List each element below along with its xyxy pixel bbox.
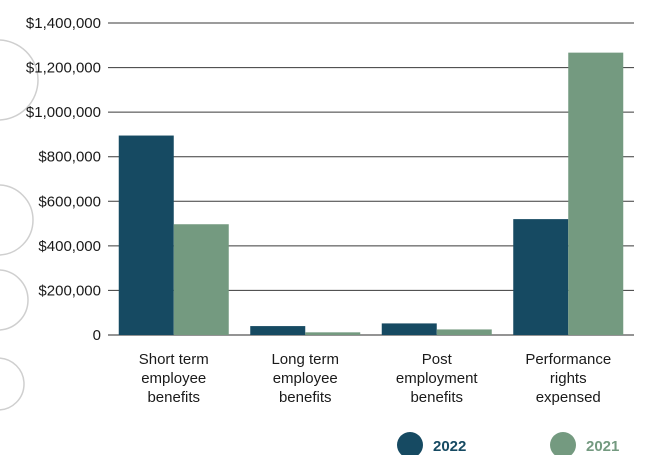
category-label: Post employment benefits [396, 351, 479, 406]
x-axis-category-labels: Short term employee benefits Long term emplo… [139, 351, 611, 406]
y-tick-label: $600,000 [38, 193, 101, 210]
bar-2021-3 [568, 52, 624, 335]
bar-2021-0 [173, 224, 229, 335]
y-tick-label: $1,000,000 [26, 104, 101, 121]
legend-label-2022: 2022 [433, 438, 466, 455]
y-tick-label: $200,000 [38, 282, 101, 299]
bar-2022-1 [250, 326, 306, 335]
y-tick-label: $1,200,000 [26, 60, 101, 77]
bar-2021-2 [436, 329, 492, 335]
legend: 2022 2021 [397, 432, 619, 455]
decorative-arc [0, 184, 34, 256]
category-label: Short term employee benefits [139, 351, 209, 406]
category-label: Long term employee benefits [271, 351, 339, 406]
decorative-arc [0, 269, 29, 331]
decorative-arc [0, 39, 39, 121]
legend-label-2021: 2021 [586, 438, 619, 455]
bar-2022-2 [381, 323, 437, 335]
bar-2022-3 [513, 219, 569, 335]
bars [118, 52, 624, 335]
decorative-arc [0, 357, 25, 411]
y-axis-tick-labels: 0 $200,000 $400,000 $600,000 $800,000 $1,000,… [26, 15, 101, 344]
bar-2022-0 [118, 135, 174, 335]
bar-2021-1 [305, 332, 361, 335]
y-tick-label: $1,400,000 [26, 15, 101, 32]
y-tick-label: $400,000 [38, 238, 101, 255]
legend-swatch-2022 [397, 432, 423, 455]
category-label: Performance rights expensed [525, 351, 611, 406]
legend-swatch-2021 [550, 432, 576, 455]
y-tick-label: $800,000 [38, 149, 101, 166]
y-tick-label: 0 [93, 327, 101, 344]
